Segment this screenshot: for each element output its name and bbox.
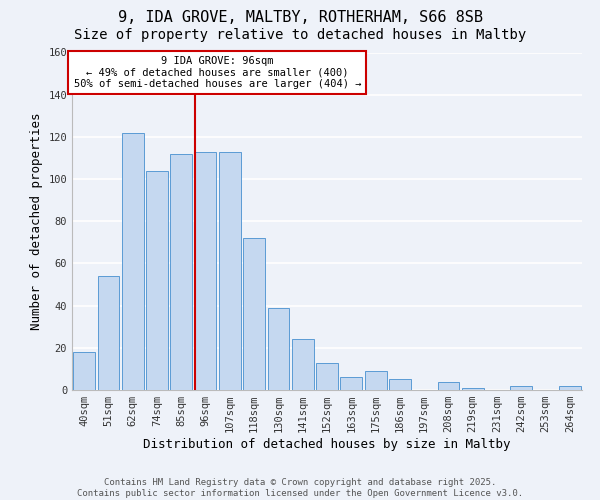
Bar <box>73 352 95 390</box>
Bar <box>340 378 362 390</box>
Bar <box>243 238 265 390</box>
Bar <box>194 152 217 390</box>
Bar <box>122 132 143 390</box>
Y-axis label: Number of detached properties: Number of detached properties <box>30 112 43 330</box>
X-axis label: Distribution of detached houses by size in Maltby: Distribution of detached houses by size … <box>143 438 511 451</box>
Bar <box>292 340 314 390</box>
Bar <box>511 386 532 390</box>
Text: 9, IDA GROVE, MALTBY, ROTHERHAM, S66 8SB: 9, IDA GROVE, MALTBY, ROTHERHAM, S66 8SB <box>118 10 482 25</box>
Text: Contains HM Land Registry data © Crown copyright and database right 2025.
Contai: Contains HM Land Registry data © Crown c… <box>77 478 523 498</box>
Bar <box>437 382 460 390</box>
Bar <box>389 380 411 390</box>
Bar <box>316 362 338 390</box>
Bar <box>268 308 289 390</box>
Bar <box>97 276 119 390</box>
Bar <box>219 152 241 390</box>
Text: Size of property relative to detached houses in Maltby: Size of property relative to detached ho… <box>74 28 526 42</box>
Bar <box>462 388 484 390</box>
Bar <box>170 154 192 390</box>
Bar <box>559 386 581 390</box>
Text: 9 IDA GROVE: 96sqm
← 49% of detached houses are smaller (400)
50% of semi-detach: 9 IDA GROVE: 96sqm ← 49% of detached hou… <box>74 56 361 89</box>
Bar <box>146 170 168 390</box>
Bar <box>365 371 386 390</box>
